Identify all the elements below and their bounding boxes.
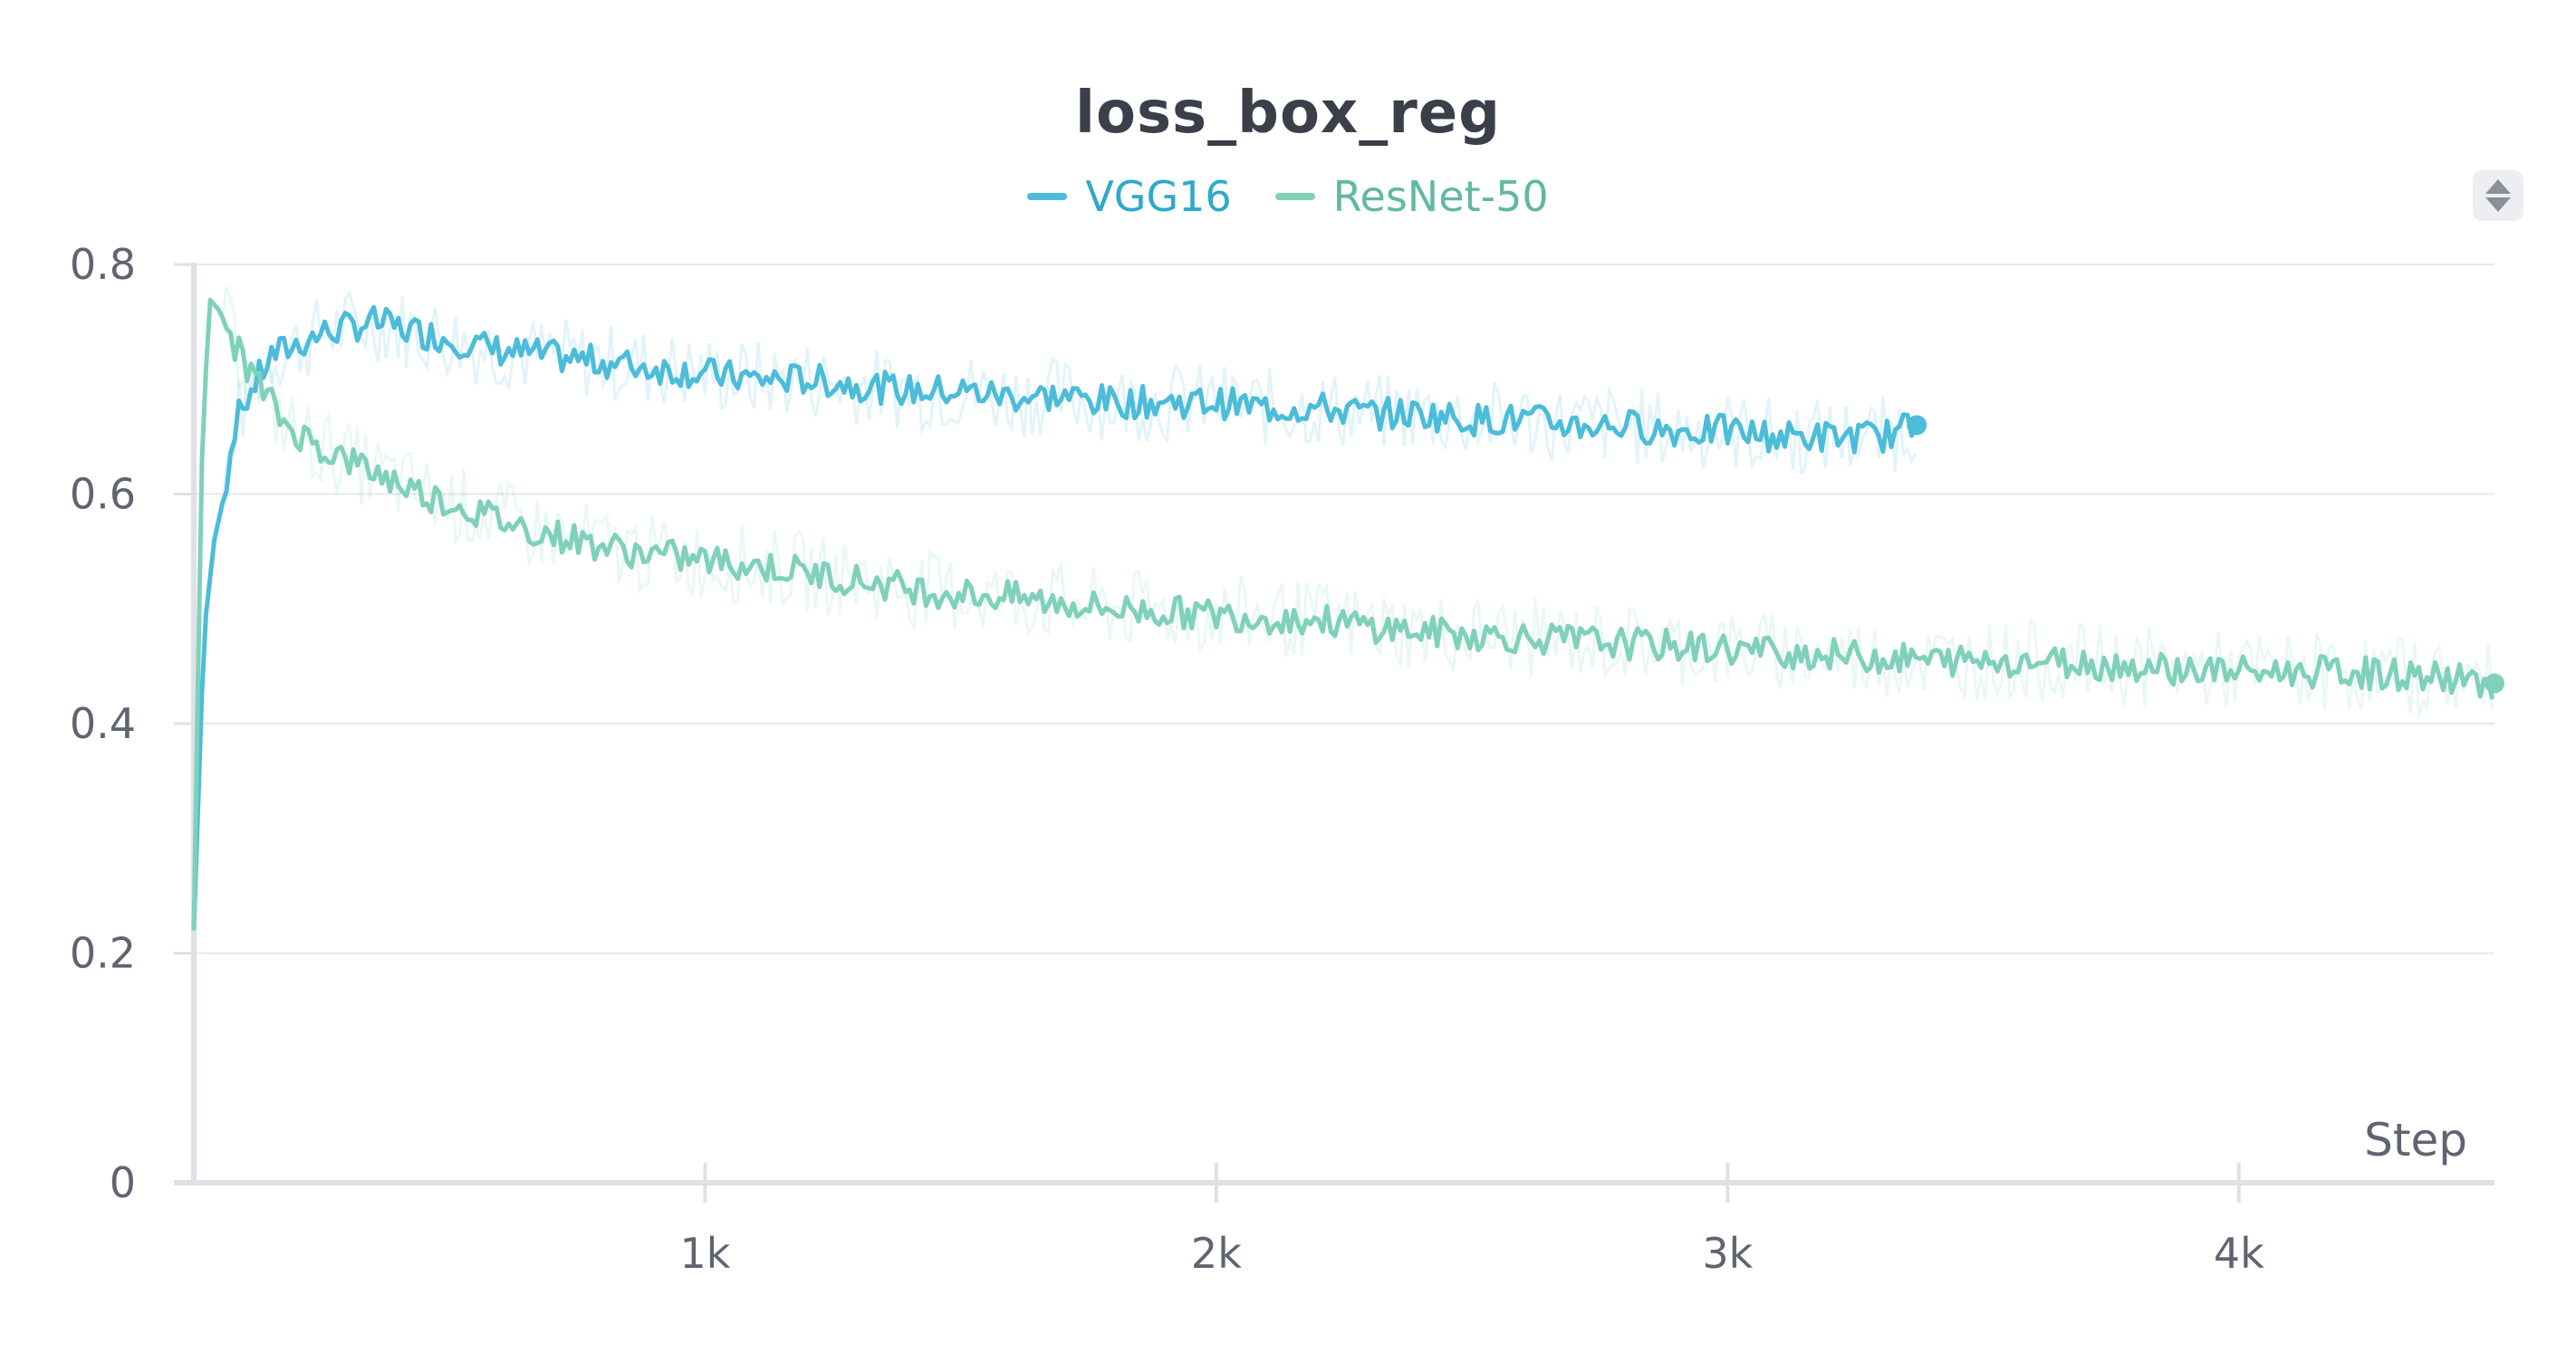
series-line-1: [191, 297, 2495, 931]
legend-item-vgg16[interactable]: VGG16: [1027, 172, 1232, 221]
y-tick-label: 0.2: [70, 929, 136, 978]
y-tick-label: 0.6: [70, 470, 136, 519]
series-line-0: [191, 304, 1918, 931]
sort-down-icon: [2485, 197, 2511, 212]
legend-label-vgg16: VGG16: [1085, 172, 1232, 221]
y-tick-label: 0: [110, 1158, 136, 1207]
series-end-point-0: [1907, 415, 1927, 436]
legend-swatch-vgg16: [1027, 193, 1068, 200]
legend: VGG16 ResNet-50: [0, 172, 2576, 221]
x-tick-label: 4k: [2214, 1229, 2264, 1278]
sort-up-icon: [2485, 179, 2511, 194]
x-axis-label: Step: [2364, 1114, 2467, 1166]
chart-title: loss_box_reg: [1075, 80, 1501, 147]
sort-toggle-button[interactable]: [2473, 170, 2523, 221]
x-tick-label: 1k: [679, 1229, 730, 1278]
x-tick-label: 3k: [1702, 1229, 1753, 1278]
y-tick-label: 0.8: [70, 240, 136, 289]
series-raw-line-1: [192, 286, 2494, 931]
legend-label-resnet50: ResNet-50: [1332, 172, 1549, 221]
series-raw-line-0: [192, 289, 1918, 931]
x-tick-label: 2k: [1191, 1229, 1242, 1278]
legend-item-resnet50[interactable]: ResNet-50: [1274, 172, 1549, 221]
series-end-point-1: [2485, 673, 2504, 694]
y-tick-label: 0.4: [70, 699, 136, 748]
legend-swatch-resnet50: [1274, 193, 1315, 200]
